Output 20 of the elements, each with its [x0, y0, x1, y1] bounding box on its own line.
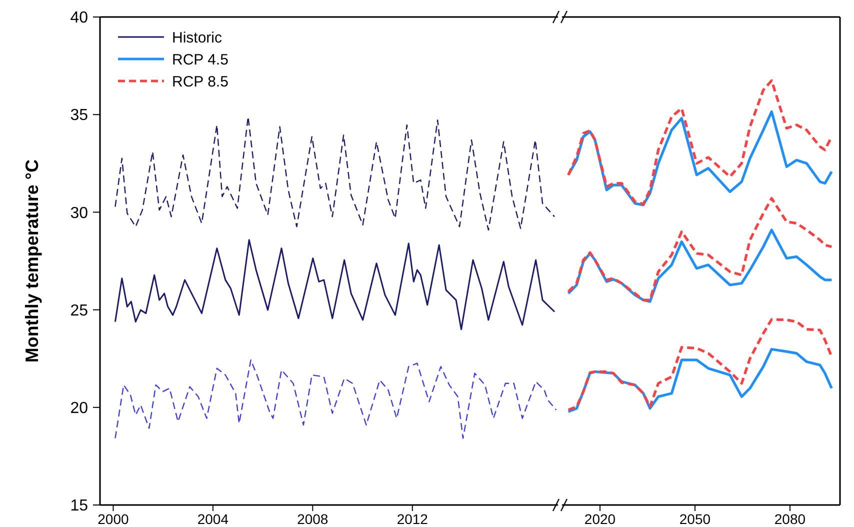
legend-label: Historic [172, 29, 222, 46]
y-tick-label: 15 [70, 498, 88, 515]
y-tick-label: 25 [70, 302, 88, 320]
x-tick-label: 2008 [297, 511, 328, 527]
legend-label: RCP 4.5 [172, 51, 228, 68]
y-tick-label: 30 [70, 204, 88, 222]
x-tick-label: 2050 [679, 511, 711, 527]
y-tick-label: 35 [70, 107, 88, 124]
x-tick-label: 2012 [396, 511, 428, 527]
x-tick-label: 2004 [197, 511, 229, 527]
x-tick-label: 2020 [584, 511, 616, 527]
legend-label: RCP 8.5 [172, 73, 228, 90]
y-axis-title: Monthly temperature °C [22, 159, 42, 363]
line-series [114, 116, 556, 231]
y-tick-label: 20 [70, 400, 88, 417]
y-tick-label: 40 [70, 10, 88, 27]
x-tick-label: 2080 [774, 511, 806, 527]
line-series [114, 359, 557, 439]
line-series [114, 239, 556, 330]
x-tick-label: 2000 [98, 511, 129, 527]
